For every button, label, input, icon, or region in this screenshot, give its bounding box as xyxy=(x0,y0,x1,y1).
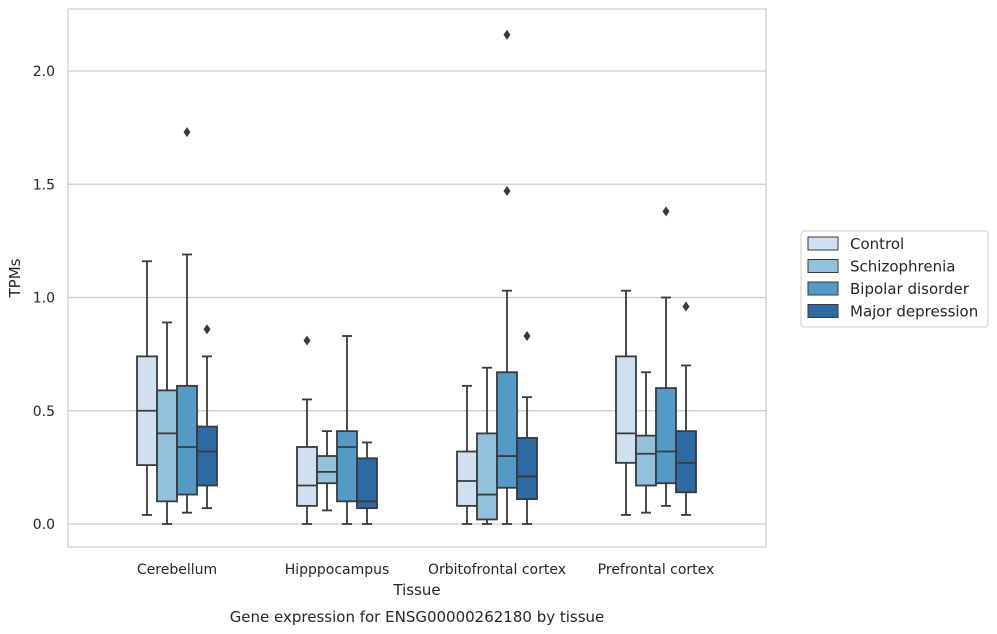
y-tick-label: 2.0 xyxy=(33,64,55,80)
legend-label: Bipolar disorder xyxy=(850,280,970,298)
x-tick-labels: Cerebellum Hipppocampus Orbitofrontal cort… xyxy=(137,562,714,578)
box xyxy=(136,260,158,516)
box xyxy=(655,206,677,507)
outlier-point xyxy=(503,29,511,40)
outlier-point xyxy=(523,331,531,342)
outlier-point xyxy=(503,186,511,197)
box xyxy=(615,289,637,516)
box xyxy=(196,324,218,510)
box-series-layer xyxy=(136,29,697,525)
box xyxy=(456,384,478,525)
box-iqr xyxy=(675,430,697,494)
box-iqr xyxy=(316,455,338,485)
box xyxy=(516,331,538,525)
x-tick-label: Hipppocampus xyxy=(285,562,390,578)
legend-label: Schizophrenia xyxy=(850,258,955,276)
legend: Control Schizophrenia Bipolar disorder Majo… xyxy=(800,230,989,328)
series-schizophrenia xyxy=(156,321,657,525)
box-iqr xyxy=(296,446,318,507)
box xyxy=(296,335,318,525)
box-iqr xyxy=(156,389,178,503)
chart-caption: Gene expression for ENSG00000262180 by t… xyxy=(230,608,605,626)
series-major-depression xyxy=(196,301,697,525)
box-iqr xyxy=(476,432,498,521)
outlier-point xyxy=(183,127,191,138)
y-tick-label: 0.0 xyxy=(33,517,55,533)
y-tick-label: 0.5 xyxy=(33,404,55,420)
box xyxy=(675,301,697,516)
legend-swatch xyxy=(807,304,839,318)
x-tick-label: Orbitofrontal cortex xyxy=(428,562,566,578)
y-tick-label: 1.5 xyxy=(33,177,55,193)
box xyxy=(635,371,657,514)
outlier-point xyxy=(303,335,311,346)
box-iqr xyxy=(456,450,478,507)
box xyxy=(356,441,378,525)
plot-area-frame xyxy=(67,8,767,548)
box-iqr xyxy=(356,457,378,510)
legend-swatch xyxy=(807,236,839,251)
box-iqr xyxy=(176,384,198,496)
legend-swatch xyxy=(807,281,839,296)
legend-swatch xyxy=(807,259,839,273)
box xyxy=(176,127,198,514)
legend-label: Control xyxy=(850,235,904,253)
box-iqr xyxy=(336,430,358,503)
box-iqr xyxy=(635,434,657,487)
box xyxy=(156,321,178,525)
outlier-point xyxy=(203,324,211,335)
box-iqr xyxy=(655,387,677,485)
series-bipolar-disorder xyxy=(176,29,677,525)
box-iqr xyxy=(496,371,518,489)
x-tick-label: Cerebellum xyxy=(137,562,217,578)
y-tick-labels: 0.0 0.5 1.0 1.5 2.0 xyxy=(33,64,55,533)
box xyxy=(316,430,338,512)
box-iqr xyxy=(196,425,218,487)
box-iqr xyxy=(615,355,637,464)
outlier-point xyxy=(662,206,670,217)
y-tick-label: 1.0 xyxy=(33,291,55,307)
legend-label: Major depression xyxy=(850,303,978,321)
box xyxy=(336,335,358,525)
box xyxy=(496,29,518,525)
x-tick-label: Prefrontal cortex xyxy=(598,562,715,578)
x-axis-label: Tissue xyxy=(392,581,440,599)
legend-frame xyxy=(800,230,989,328)
box xyxy=(476,366,498,525)
outlier-point xyxy=(682,301,690,312)
y-axis-label: TPMs xyxy=(6,258,24,298)
box-iqr xyxy=(516,437,538,500)
